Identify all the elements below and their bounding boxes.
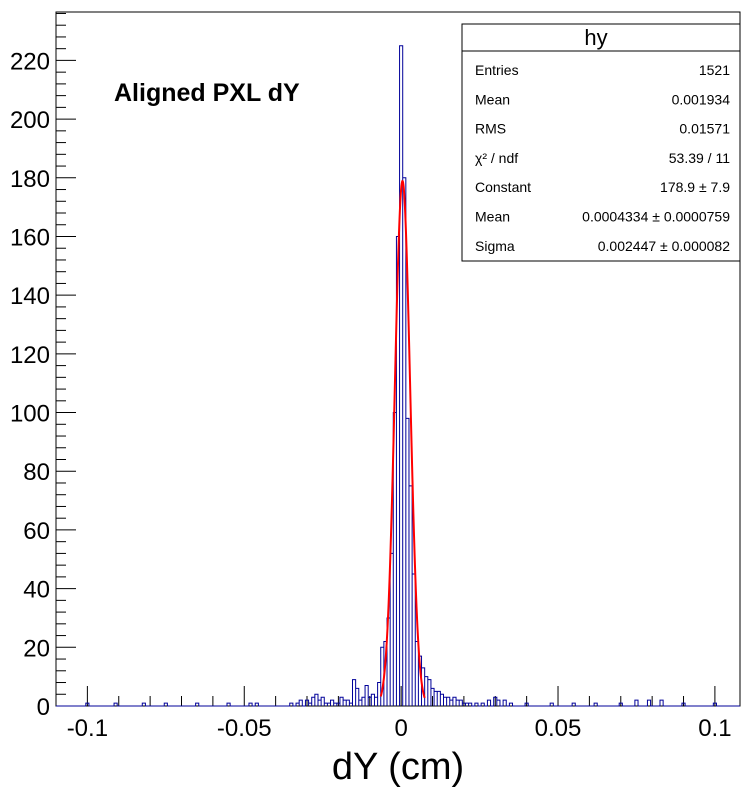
stats-row-label: Constant bbox=[475, 179, 531, 195]
y-tick-label: 60 bbox=[23, 518, 50, 545]
y-tick-label: 20 bbox=[23, 635, 50, 662]
x-tick-label: -0.1 bbox=[67, 715, 108, 742]
stats-row-label: Entries bbox=[475, 62, 519, 78]
stats-row-label: RMS bbox=[475, 121, 506, 137]
stats-row-label: Mean bbox=[475, 209, 510, 225]
chart-title: Aligned PXL dY bbox=[114, 79, 300, 107]
stats-box: hy Entries 1521 Mean 0.001934 RMS 0.01571 χ² /… bbox=[461, 23, 741, 262]
x-axis-title: dY (cm) bbox=[332, 746, 464, 788]
stats-row-value: 178.9 ± 7.9 bbox=[660, 179, 730, 195]
y-tick-label: 0 bbox=[37, 694, 50, 721]
y-tick-label: 140 bbox=[10, 283, 50, 310]
y-tick-label: 160 bbox=[10, 224, 50, 251]
stats-row-label: Sigma bbox=[475, 238, 515, 254]
stats-row-value: 0.0004334 ± 0.0000759 bbox=[582, 209, 730, 225]
y-axis-minor-ticks bbox=[56, 12, 66, 695]
x-axis-ticks: -0.1 -0.05 0 0.05 0.1 bbox=[67, 686, 732, 742]
y-tick-label: 220 bbox=[10, 48, 50, 75]
y-tick-label: 80 bbox=[23, 459, 50, 486]
y-tick-label: 120 bbox=[10, 342, 50, 369]
y-tick-label: 100 bbox=[10, 401, 50, 428]
y-tick-label: 200 bbox=[10, 107, 50, 134]
histogram-line bbox=[56, 45, 740, 707]
y-tick-label: 180 bbox=[10, 166, 50, 193]
stats-rows: Entries 1521 Mean 0.001934 RMS 0.01571 χ² / nd… bbox=[475, 62, 730, 254]
x-tick-label: 0.05 bbox=[535, 715, 582, 742]
stats-row-label: χ² / ndf bbox=[475, 150, 518, 166]
stats-row-label: Mean bbox=[475, 91, 510, 107]
y-axis-ticks: 0 20 40 60 80 100 120 140 160 180 200 220 bbox=[10, 48, 76, 721]
y-tick-label: 40 bbox=[23, 577, 50, 604]
stats-box-frame bbox=[461, 23, 741, 262]
gaussian-fit-curve bbox=[379, 179, 426, 699]
stats-row-value: 0.002447 ± 0.000082 bbox=[598, 238, 730, 254]
x-tick-label: -0.05 bbox=[217, 715, 272, 742]
stats-row-value: 53.39 / 11 bbox=[669, 150, 730, 166]
x-tick-label: 0.1 bbox=[698, 715, 731, 742]
stats-row-value: 1521 bbox=[699, 62, 730, 78]
stats-row-value: 0.001934 bbox=[672, 91, 731, 107]
x-tick-label: 0 bbox=[394, 715, 407, 742]
stats-row-value: 0.01571 bbox=[679, 121, 730, 137]
stats-box-title: hy bbox=[584, 25, 607, 50]
